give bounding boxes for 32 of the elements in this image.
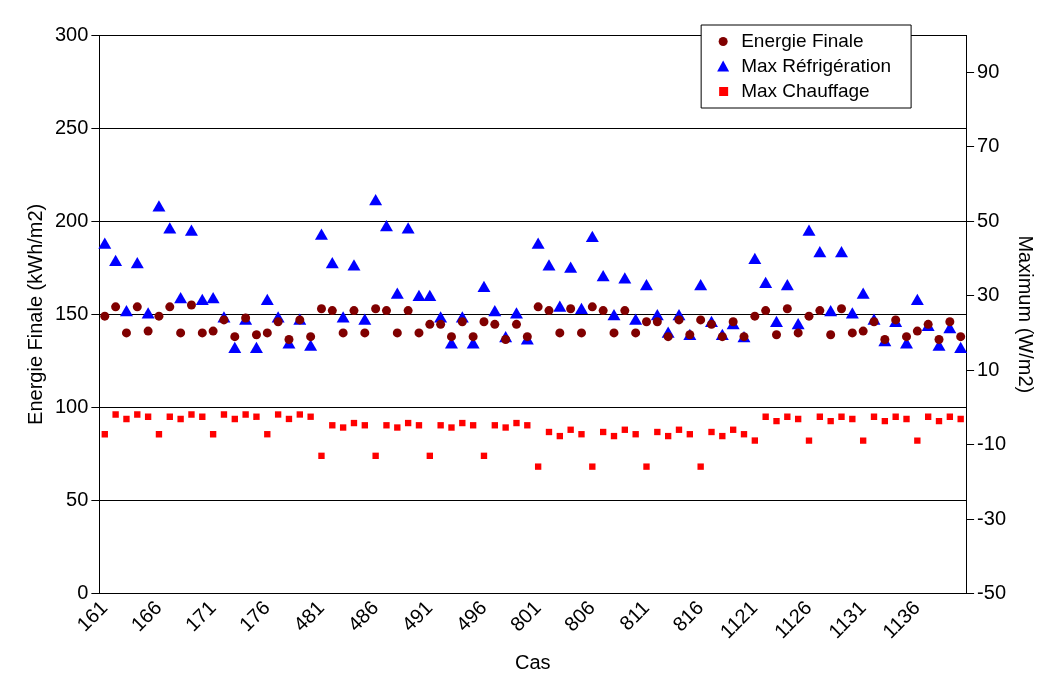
x-tick-label: 806 [559,596,600,636]
y-tick-label: 300 [54,22,89,45]
y2-tick-label: -50 [977,581,1006,604]
y-tick-label: 50 [66,488,89,511]
x-tick-label: 171 [180,596,220,636]
y-tick-label: 150 [54,301,89,324]
y2-tick-label: 10 [977,357,1000,380]
y-tick-label: 250 [54,115,89,138]
y2-tick-label: 30 [977,283,1000,306]
y-tick-label: 0 [77,581,89,604]
x-axis-title: Cas [514,650,551,673]
y2-tick-label: -10 [977,432,1006,455]
x-tick-label: 491 [397,596,437,636]
legend-label: Energie Finale [741,29,864,51]
x-tick-label: 176 [234,596,275,636]
legend-label: Max Chauffage [741,79,870,101]
y-tick-label: 100 [54,394,89,417]
y2-tick-label: -30 [977,506,1006,529]
x-tick-label: 486 [343,596,383,636]
y2-tick-label: 50 [977,208,1000,231]
y-tick-label: 200 [54,208,89,231]
x-tick-label: 801 [505,596,545,636]
x-tick-label: 496 [451,596,491,636]
x-tick-label: 811 [615,596,654,635]
legend-label: Max Réfrigération [741,54,892,76]
x-tick-label: 816 [668,596,708,636]
y-axis-title: Energie Finale (kWh/m2) [23,203,46,425]
y2-tick-label: 90 [977,59,1000,82]
x-tick-label: 481 [289,596,329,636]
y2-tick-label: 70 [977,134,1000,157]
y2-axis-title: Maximum (W/m2) [1015,235,1038,394]
x-tick-label: 166 [126,596,166,636]
